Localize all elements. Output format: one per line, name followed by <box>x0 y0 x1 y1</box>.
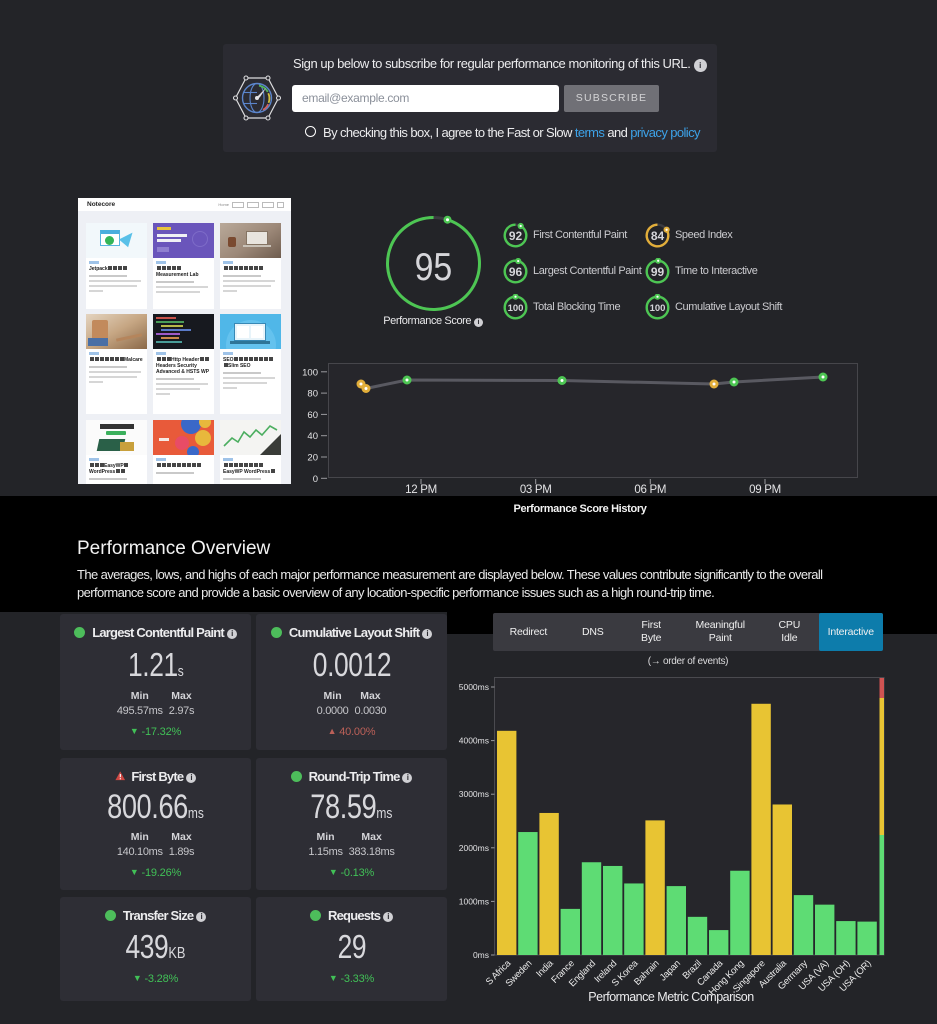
svg-text:Performance Metric Comparison: Performance Metric Comparison <box>588 990 754 1004</box>
svg-text:12 PM: 12 PM <box>405 484 437 495</box>
svg-text:0: 0 <box>313 474 318 485</box>
svg-text:0ms: 0ms <box>473 950 489 960</box>
svg-text:84: 84 <box>651 229 665 243</box>
svg-text:100: 100 <box>302 367 318 378</box>
svg-text:92: 92 <box>508 229 522 243</box>
svg-text:Japan: Japan <box>658 958 683 983</box>
svg-text:40: 40 <box>307 431 318 442</box>
svg-text:100: 100 <box>650 303 666 314</box>
svg-text:20: 20 <box>307 453 318 464</box>
svg-text:1000ms: 1000ms <box>459 896 489 906</box>
svg-text:06 PM: 06 PM <box>634 484 666 495</box>
svg-text:2000ms: 2000ms <box>459 843 489 853</box>
svg-text:80: 80 <box>307 389 318 400</box>
svg-text:3000ms: 3000ms <box>459 789 489 799</box>
svg-text:09 PM: 09 PM <box>749 484 781 495</box>
svg-text:100: 100 <box>507 303 523 314</box>
svg-text:96: 96 <box>508 265 522 279</box>
svg-text:5000ms: 5000ms <box>459 682 489 692</box>
svg-text:03 PM: 03 PM <box>520 484 552 495</box>
svg-text:4000ms: 4000ms <box>459 736 489 746</box>
svg-text:99: 99 <box>651 265 665 279</box>
svg-text:60: 60 <box>307 410 318 421</box>
